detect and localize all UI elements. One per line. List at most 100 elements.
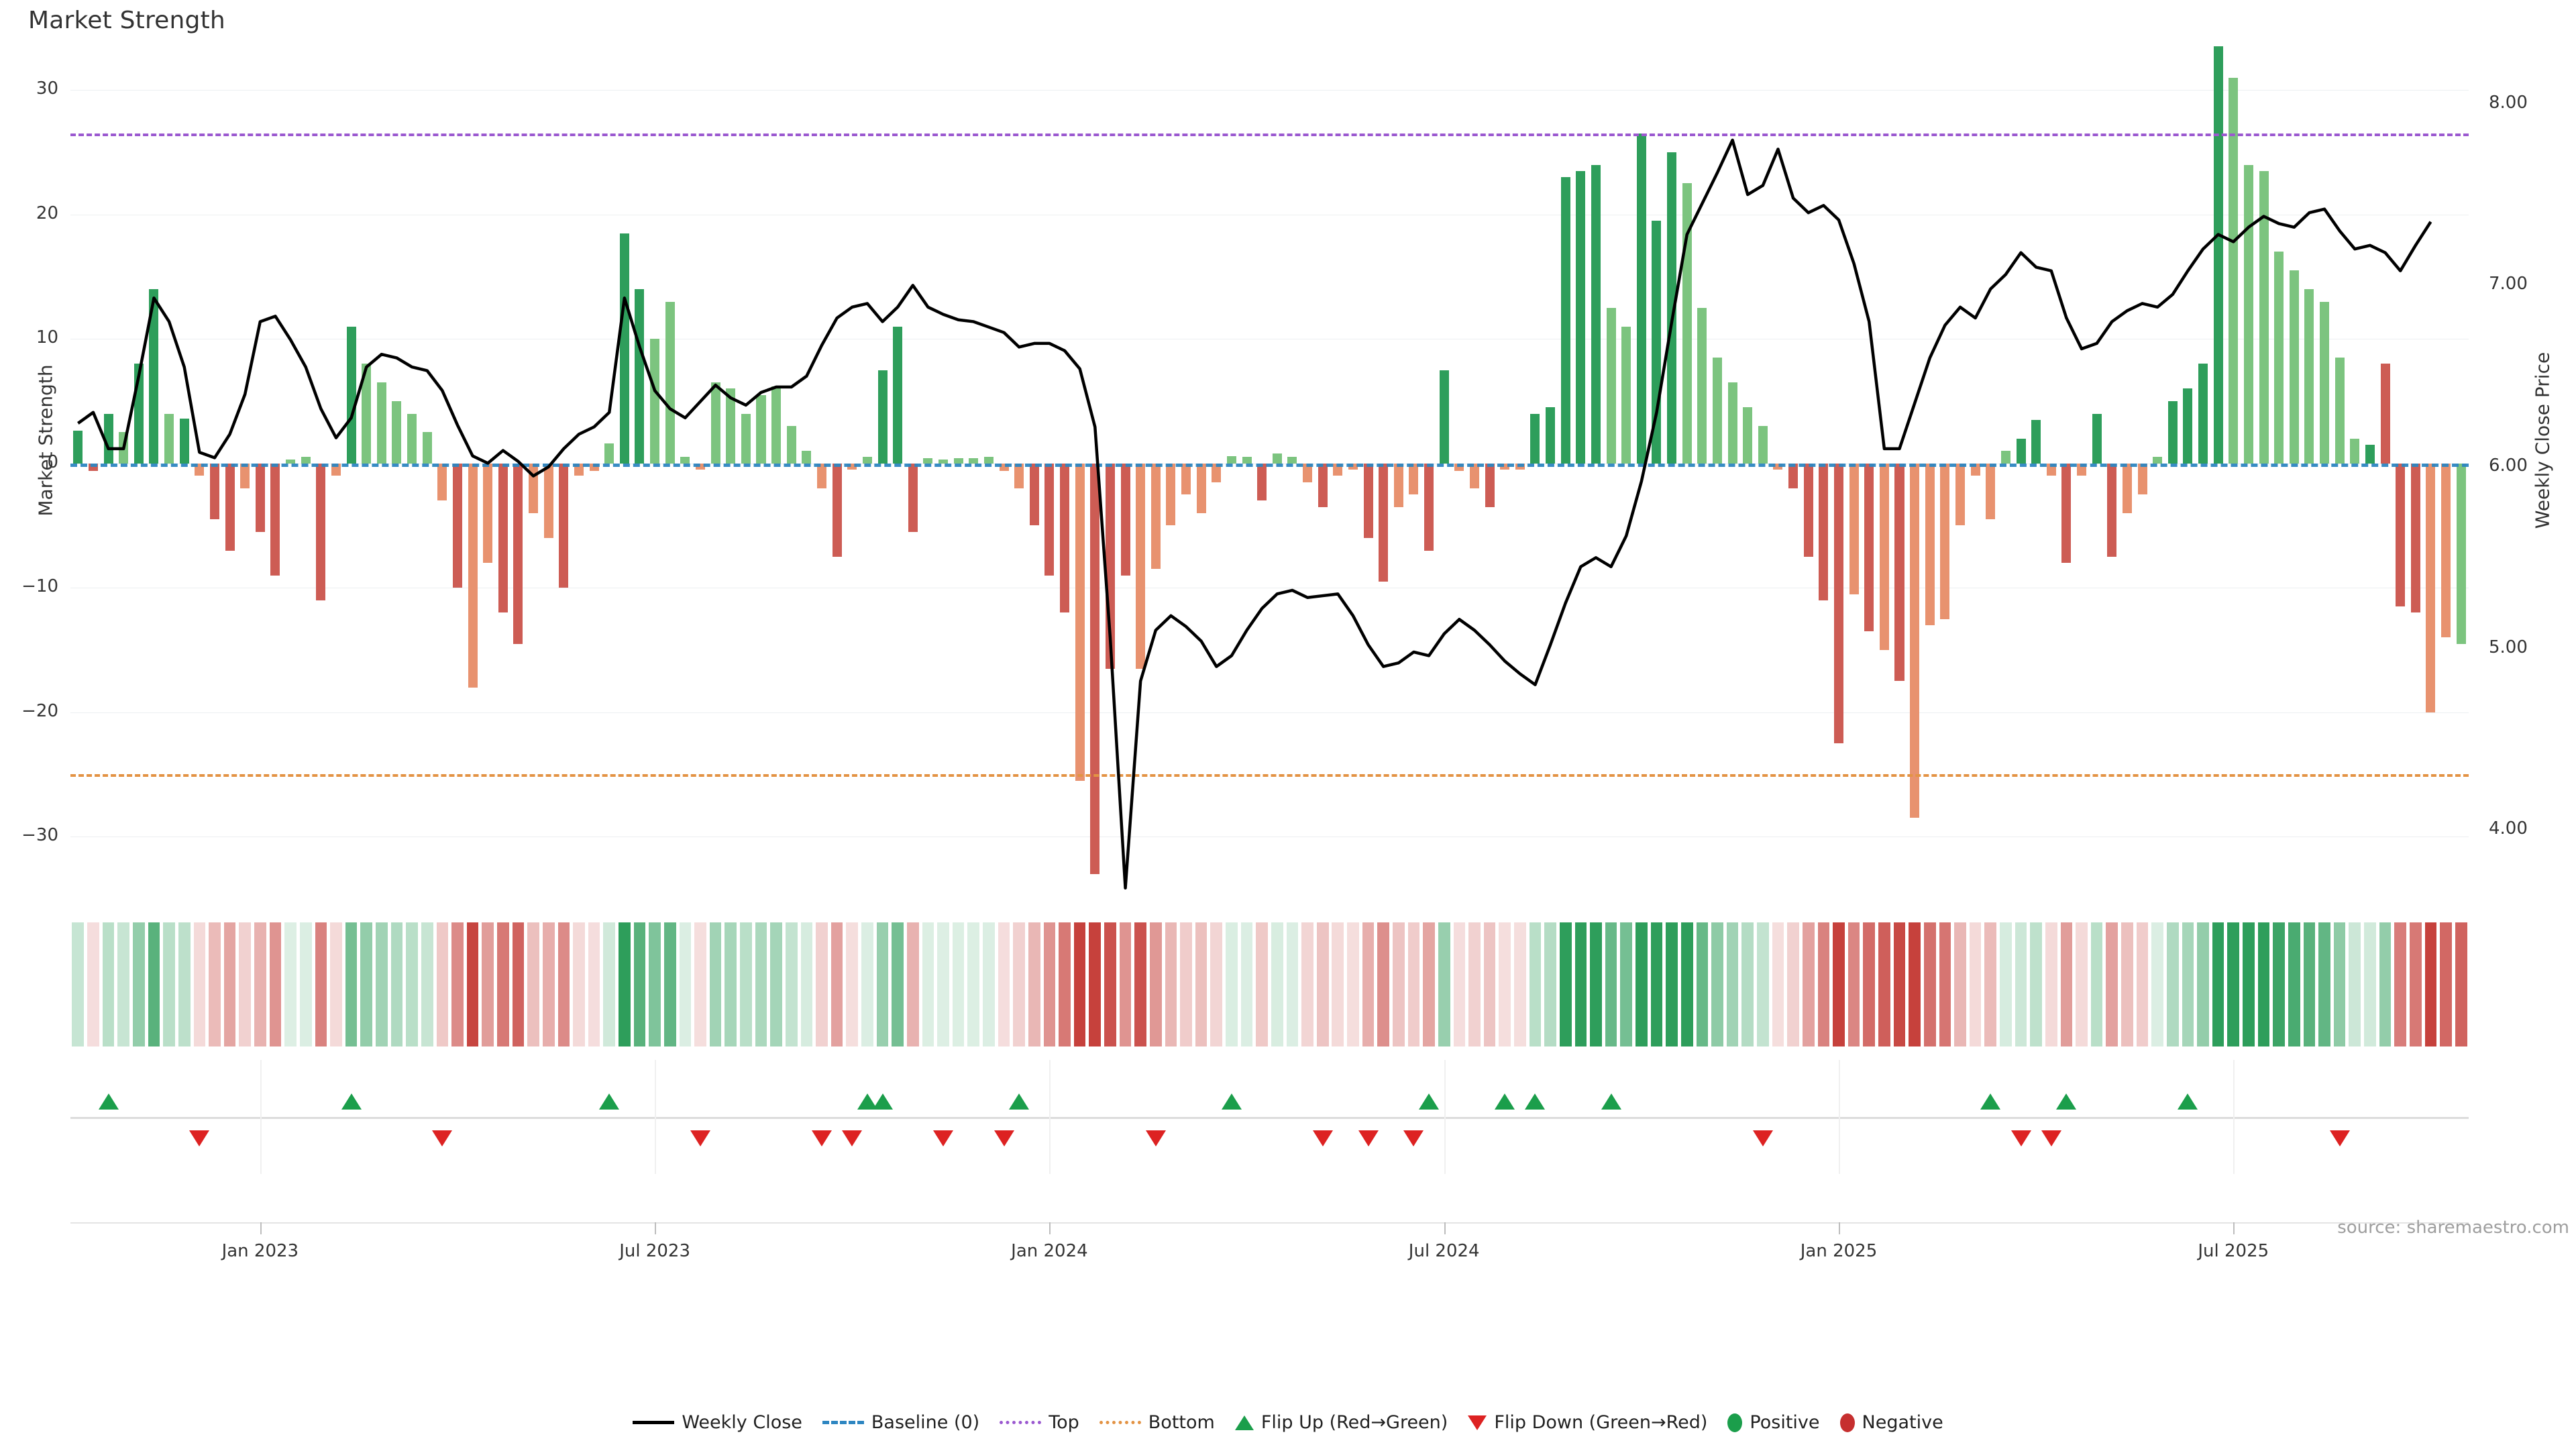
heat-cell xyxy=(148,922,160,1046)
heat-cell xyxy=(1013,922,1025,1046)
flip-down-marker xyxy=(432,1130,453,1146)
strength-bar xyxy=(2061,463,2072,564)
legend-label: Top xyxy=(1049,1412,1079,1433)
legend-item[interactable]: Flip Up (Red→Green) xyxy=(1234,1412,1448,1433)
heat-cell xyxy=(2349,922,2361,1046)
x-axis: Jan 2023 Jul 2023 Jan 2024 Jul 2024 Jan 2025… xyxy=(70,1222,2469,1303)
heat-cell xyxy=(2151,922,2163,1046)
strength-bar xyxy=(73,431,83,464)
strength-bar xyxy=(1454,463,1464,471)
heat-cell xyxy=(2060,922,2073,1046)
strength-bar xyxy=(2456,463,2466,644)
heat-cell xyxy=(1256,922,1268,1046)
strength-bar xyxy=(1925,463,1935,625)
legend-item[interactable]: Baseline (0) xyxy=(822,1412,979,1433)
flip-down-marker xyxy=(1358,1130,1379,1146)
strength-bar xyxy=(908,463,918,532)
dotted-line-icon xyxy=(1000,1421,1042,1424)
strength-bar xyxy=(1743,407,1753,464)
flip-axis-line xyxy=(70,1117,2469,1119)
legend-item[interactable]: Top xyxy=(1000,1412,1079,1433)
flip-down-marker xyxy=(1145,1130,1166,1146)
legend-item[interactable]: Bottom xyxy=(1099,1412,1215,1433)
flip-down-marker xyxy=(1403,1130,1424,1146)
heat-cell xyxy=(1711,922,1723,1046)
legend-label: Weekly Close xyxy=(682,1412,802,1433)
legend-label: Flip Up (Red→Green) xyxy=(1260,1412,1448,1433)
heat-cell xyxy=(1620,922,1633,1046)
source-note: source: sharemaestro.com xyxy=(2337,1218,2569,1238)
flip-up-marker xyxy=(1601,1093,1621,1110)
strength-bar xyxy=(1014,463,1024,488)
legend-label: Negative xyxy=(1862,1412,1943,1433)
x-tick-mark xyxy=(655,1222,657,1234)
y-tick-label-right: 8.00 xyxy=(2489,92,2528,113)
strength-bar xyxy=(635,289,645,464)
heat-cell xyxy=(1286,922,1299,1046)
x-tick-label: Jul 2024 xyxy=(1408,1241,1480,1261)
strength-bar xyxy=(726,388,736,464)
heat-cell xyxy=(649,922,661,1046)
heat-cell xyxy=(360,922,373,1046)
strength-bar xyxy=(1303,463,1313,482)
heat-cell xyxy=(2318,922,2330,1046)
legend-item[interactable]: Negative xyxy=(1839,1412,1943,1433)
heat-cell xyxy=(1483,922,1496,1046)
strength-bar xyxy=(1879,463,1889,650)
strength-bar xyxy=(2198,364,2208,464)
strength-bar xyxy=(1758,426,1768,464)
strength-bar xyxy=(1363,463,1373,539)
strength-bar xyxy=(1226,455,1236,464)
strength-bar xyxy=(1940,463,1950,619)
heat-cell xyxy=(1650,922,1663,1046)
strength-bar xyxy=(1075,463,1085,781)
regime-heat-strip xyxy=(70,922,2469,1046)
strength-bar xyxy=(2350,438,2360,464)
heat-cell xyxy=(390,922,403,1046)
heat-cell xyxy=(1544,922,1556,1046)
strength-bar xyxy=(1560,177,1570,464)
heat-cell xyxy=(816,922,828,1046)
strength-bar xyxy=(2137,463,2147,495)
heat-cell xyxy=(2440,922,2452,1046)
strength-bar xyxy=(346,326,356,464)
flip-up-marker xyxy=(1221,1093,1242,1110)
heat-cell xyxy=(223,922,236,1046)
y-tick-label-right: 7.00 xyxy=(2489,274,2528,294)
strength-bar xyxy=(1667,152,1677,464)
flip-panel-separator xyxy=(2233,1060,2235,1174)
legend-item[interactable]: Weekly Close xyxy=(633,1412,802,1433)
strength-bar xyxy=(877,370,888,464)
strength-bar xyxy=(756,394,766,464)
heat-cell xyxy=(1499,922,1511,1046)
reference-line-bottom xyxy=(70,774,2469,777)
heat-cell xyxy=(1529,922,1542,1046)
strength-bar xyxy=(665,301,675,464)
strength-bar xyxy=(452,463,462,588)
triangle-down-icon xyxy=(1468,1415,1487,1430)
x-tick-mark xyxy=(1838,1222,1840,1234)
heat-cell xyxy=(2090,922,2103,1046)
page-title: Market Strength xyxy=(28,7,225,34)
legend-item[interactable]: Flip Down (Green→Red) xyxy=(1468,1412,1707,1433)
heat-cell xyxy=(2394,922,2406,1046)
legend-item[interactable]: Positive xyxy=(1727,1412,1820,1433)
strength-bar xyxy=(1120,463,1130,576)
heat-cell xyxy=(1149,922,1162,1046)
heat-cell xyxy=(679,922,692,1046)
strength-bar xyxy=(1272,453,1282,464)
strength-bar xyxy=(1257,463,1267,501)
flip-up-marker xyxy=(872,1093,893,1110)
heat-cell xyxy=(2166,922,2179,1046)
x-tick-mark xyxy=(1444,1222,1446,1234)
heat-cell xyxy=(1984,922,1997,1046)
strength-bar xyxy=(786,426,796,464)
flip-up-marker xyxy=(2056,1093,2077,1110)
heat-cell xyxy=(1666,922,1678,1046)
x-tick-label: Jan 2023 xyxy=(221,1241,299,1261)
heat-cell xyxy=(163,922,175,1046)
heat-cell xyxy=(2409,922,2422,1046)
strength-bar xyxy=(1212,463,1222,482)
strength-bar xyxy=(1287,457,1297,464)
heat-cell xyxy=(299,922,312,1046)
